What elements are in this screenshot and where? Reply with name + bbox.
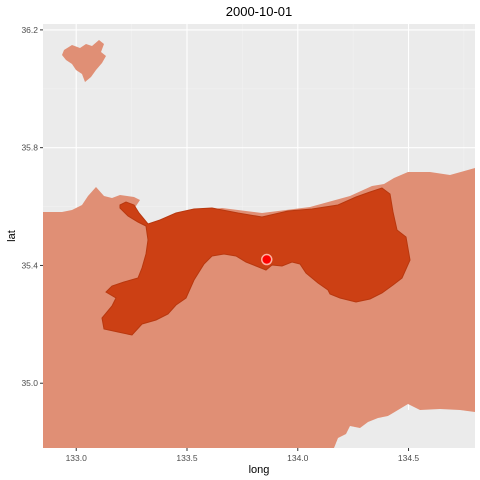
- highlighted-region: [101, 187, 411, 336]
- x-tick-label: 133.5: [176, 453, 198, 463]
- x-tick-label: 133.0: [66, 453, 88, 463]
- y-axis-label: lat: [6, 230, 18, 242]
- island-landmass: [62, 40, 106, 82]
- sea-inlet-bottom-right: [334, 408, 475, 448]
- map-layer: [43, 40, 475, 448]
- y-tick-label: 35.8: [21, 143, 38, 153]
- y-axis-ticks: 35.0 35.4 35.8 36.2: [21, 25, 43, 388]
- y-tick-label: 35.4: [21, 260, 38, 270]
- y-tick-label: 36.2: [21, 25, 38, 35]
- x-tick-label: 134.5: [398, 453, 420, 463]
- x-tick-label: 134.0: [287, 453, 309, 463]
- location-marker: [261, 253, 273, 266]
- x-axis-label: long: [249, 464, 270, 476]
- chart-title: 2000-10-01: [226, 4, 293, 19]
- x-axis-ticks: 133.0 133.5 134.0 134.5: [66, 448, 420, 463]
- y-tick-label: 35.0: [21, 378, 38, 388]
